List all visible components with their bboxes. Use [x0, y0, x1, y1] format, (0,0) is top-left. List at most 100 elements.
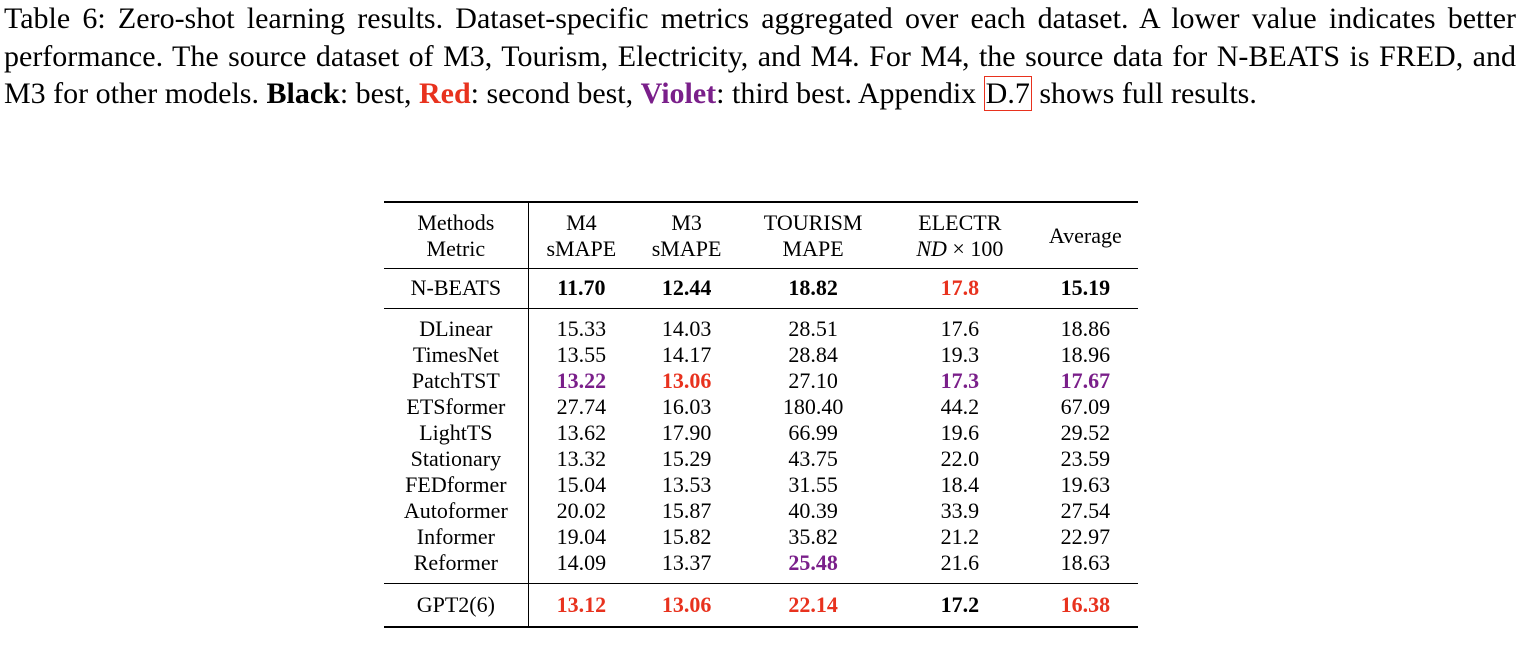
cell-m4: 15.04 — [556, 472, 607, 497]
cell-m3: 12.44 — [633, 268, 740, 309]
cell-tourism: 27.10 — [788, 368, 838, 393]
cell-tourism: 43.75 — [788, 446, 838, 471]
header-m3: M3 sMAPE — [633, 202, 740, 269]
table-row: Stationary 13.32 15.29 43.75 22.0 23.59 — [384, 446, 1138, 472]
metric-name: sMAPE — [651, 236, 722, 261]
table-row: FEDformer 15.04 13.53 31.55 18.4 19.63 — [384, 472, 1138, 498]
table-row: ETSformer 27.74 16.03 180.40 44.2 67.09 — [384, 394, 1138, 420]
cell-tourism: 28.51 — [788, 316, 838, 341]
cell-m4: 27.74 — [556, 394, 607, 419]
cell-electr: 17.8 — [886, 268, 1033, 309]
cell-avg: 29.52 — [1060, 420, 1111, 445]
table-caption: Table 6: Zero-shot learning results. Dat… — [4, 0, 1516, 113]
table-header-row: Methods Metric M4 sMAPE M3 sMAPE TOURISM… — [384, 202, 1138, 269]
cell-m3: 13.53 — [661, 472, 712, 497]
cell-avg: 22.97 — [1060, 524, 1111, 549]
table-row: Informer 19.04 15.82 35.82 21.2 22.97 — [384, 524, 1138, 550]
cell-m3: 15.87 — [661, 498, 712, 523]
cell-tourism: 66.99 — [788, 420, 838, 445]
cell-m3: 14.03 — [661, 316, 712, 341]
cell-avg: 18.63 — [1032, 550, 1138, 584]
cell-electr: 21.6 — [886, 550, 1033, 584]
header-average: Average — [1032, 202, 1138, 269]
cell-m4: 14.09 — [528, 550, 634, 584]
cell-tourism: 35.82 — [788, 524, 838, 549]
cell-electr: 17.2 — [940, 592, 980, 617]
table-row: DLinear 15.33 14.03 28.51 17.6 18.86 — [384, 308, 1138, 342]
dataset-name: TOURISM — [763, 210, 863, 235]
dataset-name: ELECTR — [918, 210, 1002, 235]
caption-red-label: Red — [419, 77, 471, 110]
cell-m3: 15.29 — [661, 446, 712, 471]
method-name: TimesNet — [384, 342, 529, 368]
metric-name: sMAPE — [546, 236, 617, 261]
dataset-name: M4 — [566, 210, 597, 235]
table-row: Autoformer 20.02 15.87 40.39 33.9 27.54 — [384, 498, 1138, 524]
method-name: FEDformer — [384, 472, 529, 498]
method-name: Stationary — [384, 446, 529, 472]
method-name: ETSformer — [384, 394, 529, 420]
table-row: GPT2(6) 13.12 13.06 22.14 17.2 16.38 — [384, 583, 1138, 627]
method-name: N-BEATS — [384, 268, 529, 309]
results-table: Methods Metric M4 sMAPE M3 sMAPE TOURISM… — [384, 201, 1138, 628]
table-row: TimesNet 13.55 14.17 28.84 19.3 18.96 — [384, 342, 1138, 368]
method-name: Informer — [384, 524, 529, 550]
caption-black-label: Black — [266, 77, 340, 110]
table-row: LightTS 13.62 17.90 66.99 19.6 29.52 — [384, 420, 1138, 446]
caption-text: Table 6: Zero-shot learning results. Dat… — [4, 2, 1516, 110]
table-body: N-BEATS 11.70 12.44 18.82 17.8 15.19 DLinear 15… — [384, 268, 1138, 627]
appendix-link[interactable]: D.7 — [983, 76, 1032, 111]
caption-tail: shows full results. — [1031, 77, 1257, 110]
cell-m3: 17.90 — [661, 420, 712, 445]
caption-violet-text: : third best. Appendix — [716, 77, 984, 110]
table-row: N-BEATS 11.70 12.44 18.82 17.8 15.19 — [384, 268, 1138, 309]
cell-m4: 13.55 — [556, 342, 607, 367]
cell-m4: 20.02 — [556, 498, 607, 523]
cell-m4: 13.22 — [556, 368, 607, 393]
cell-avg: 27.54 — [1060, 498, 1111, 523]
cell-electr: 21.2 — [940, 524, 980, 549]
cell-m4: 19.04 — [556, 524, 607, 549]
cell-m3: 15.82 — [661, 524, 712, 549]
cell-tourism: 180.40 — [782, 394, 844, 419]
metric-header: Metric — [426, 236, 486, 261]
cell-m4: 13.62 — [556, 420, 607, 445]
method-name: GPT2(6) — [384, 583, 529, 627]
dataset-name: M3 — [671, 210, 702, 235]
cell-tourism: 28.84 — [788, 342, 838, 367]
method-name: Reformer — [384, 550, 529, 584]
method-name: DLinear — [384, 308, 529, 342]
cell-m4: 13.32 — [556, 446, 607, 471]
metric-rest: × 100 — [946, 236, 1004, 261]
method-name: Autoformer — [384, 498, 529, 524]
cell-m3: 13.37 — [633, 550, 740, 584]
header-electr: ELECTR ND × 100 — [886, 202, 1033, 269]
cell-m4: 11.70 — [528, 268, 634, 309]
cell-tourism: 25.48 — [739, 550, 887, 584]
cell-electr: 33.9 — [940, 498, 980, 523]
cell-electr: 19.6 — [940, 420, 980, 445]
methods-metric-header: Methods Metric — [384, 202, 529, 269]
cell-avg: 23.59 — [1060, 446, 1111, 471]
cell-tourism: 18.82 — [739, 268, 887, 309]
table-row: PatchTST 13.22 13.06 27.10 17.3 17.67 — [384, 368, 1138, 394]
cell-electr: 17.3 — [940, 368, 980, 393]
header-m4: M4 sMAPE — [528, 202, 634, 269]
cell-avg: 67.09 — [1060, 394, 1111, 419]
caption-red-text: : second best, — [470, 77, 641, 110]
caption-black-text: : best, — [339, 77, 419, 110]
cell-tourism: 40.39 — [788, 498, 838, 523]
metric-italic: ND — [916, 236, 947, 261]
cell-avg: 18.96 — [1060, 342, 1111, 367]
cell-tourism: 31.55 — [788, 472, 838, 497]
cell-m3: 13.06 — [661, 368, 712, 393]
cell-m4: 13.12 — [556, 592, 607, 617]
cell-avg: 17.67 — [1060, 368, 1111, 393]
cell-avg: 16.38 — [1060, 592, 1111, 617]
methods-header: Methods — [417, 210, 495, 235]
cell-m4: 15.33 — [556, 316, 607, 341]
method-name: LightTS — [384, 420, 529, 446]
table-row: Reformer 14.09 13.37 25.48 21.6 18.63 — [384, 550, 1138, 584]
cell-electr: 18.4 — [940, 472, 980, 497]
metric-name: MAPE — [782, 236, 844, 261]
